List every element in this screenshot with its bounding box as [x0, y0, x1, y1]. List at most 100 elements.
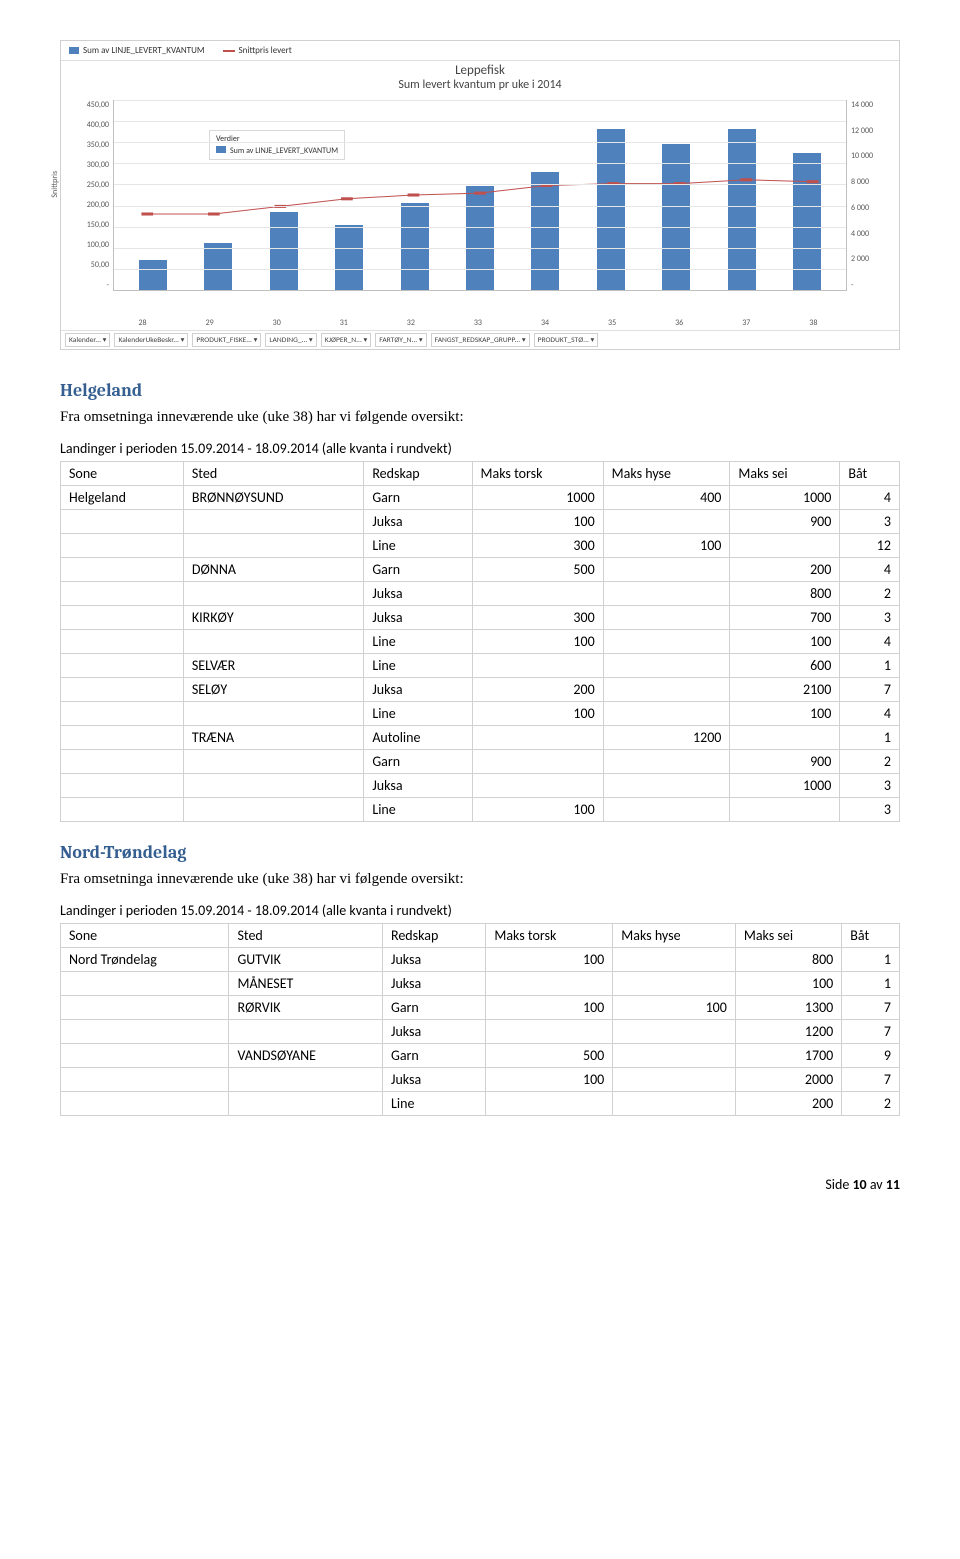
table-cell	[61, 1068, 229, 1092]
table-cell: 300	[472, 606, 603, 630]
table-row: KIRKØYJuksa3007003	[61, 606, 900, 630]
table-cell	[183, 798, 363, 822]
table-header: Maks sei	[730, 462, 840, 486]
table-cell: 3	[840, 774, 900, 798]
table-cell: Juksa	[364, 582, 472, 606]
table-cell: 100	[486, 948, 613, 972]
table-header: Båt	[842, 924, 900, 948]
table-cell: Garn	[364, 486, 472, 510]
table-cell: 100	[472, 702, 603, 726]
table-cell: 3	[840, 510, 900, 534]
table-cell	[61, 630, 184, 654]
table-cell	[229, 1068, 383, 1092]
table-row: Juksa10003	[61, 774, 900, 798]
table-header: Redskap	[364, 462, 472, 486]
table-cell: 9	[842, 1044, 900, 1068]
table-cell: 100	[735, 972, 841, 996]
table-header: Maks hyse	[613, 924, 736, 948]
table-nordtrondelag: SoneStedRedskapMaks torskMaks hyseMaks s…	[60, 923, 900, 1116]
chart-filter-row: Kalender... ▾ KalenderUkeBeskr... ▾ PRODUK…	[61, 330, 899, 349]
table-cell: Line	[364, 534, 472, 558]
x-tick: 31	[340, 318, 348, 328]
table-cell: Garn	[364, 750, 472, 774]
table-cell	[61, 582, 184, 606]
table-cell	[61, 702, 184, 726]
table-cell	[486, 1092, 613, 1116]
table-cell	[613, 948, 736, 972]
table-row: Garn9002	[61, 750, 900, 774]
table-cell: 12	[840, 534, 900, 558]
table-cell: 1200	[603, 726, 730, 750]
section-intro-helgeland: Fra omsetninga inneværende uke (uke 38) …	[60, 409, 900, 426]
x-tick: 37	[742, 318, 750, 328]
table-row: SELØYJuksa20021007	[61, 678, 900, 702]
chart-filter-dropdown[interactable]: KalenderUkeBeskr... ▾	[114, 333, 188, 347]
chart-filter-dropdown[interactable]: PRODUKT_STØ... ▾	[534, 333, 599, 347]
table-header: Sted	[183, 462, 363, 486]
table-cell: 900	[730, 750, 840, 774]
table-cell	[603, 606, 730, 630]
y-right-tick: 10 000	[851, 151, 873, 161]
chart-title: Leppefisk	[61, 61, 899, 78]
table-cell	[61, 972, 229, 996]
table-caption-helgeland: Landinger i perioden 15.09.2014 - 18.09.…	[60, 440, 900, 457]
y-left-tick: 450,00	[87, 100, 109, 110]
table-cell: SELØY	[183, 678, 363, 702]
table-row: Line1001004	[61, 630, 900, 654]
table-header: Maks torsk	[486, 924, 613, 948]
chart-bar	[401, 203, 429, 290]
chart-filter-dropdown[interactable]: Kalender... ▾	[65, 333, 110, 347]
x-tick: 33	[474, 318, 482, 328]
table-cell: 1200	[735, 1020, 841, 1044]
table-helgeland: SoneStedRedskapMaks torskMaks hyseMaks s…	[60, 461, 900, 822]
table-cell: 1000	[472, 486, 603, 510]
chart-bar	[531, 172, 559, 290]
table-cell: 1000	[730, 486, 840, 510]
chart-filter-dropdown[interactable]: FARTØY_N... ▾	[375, 333, 426, 347]
chart-bar	[139, 260, 167, 290]
chart-bar	[204, 243, 232, 291]
table-cell	[61, 606, 184, 630]
table-cell	[183, 630, 363, 654]
y-left-axis-label: Snittpris	[50, 171, 60, 198]
table-cell: Garn	[382, 1044, 485, 1068]
table-cell	[603, 678, 730, 702]
chart-filter-dropdown[interactable]: PRODUKT_FISKE... ▾	[192, 333, 261, 347]
table-row: SELVÆRLine6001	[61, 654, 900, 678]
table-cell: Juksa	[364, 774, 472, 798]
table-cell: 4	[840, 486, 900, 510]
chart-filter-dropdown[interactable]: FANGST_REDSKAP_GRUPP... ▾	[431, 333, 530, 347]
table-header: Maks torsk	[472, 462, 603, 486]
table-row: TRÆNAAutoline12001	[61, 726, 900, 750]
table-cell	[613, 1068, 736, 1092]
x-tick: 30	[273, 318, 281, 328]
chart-bar	[335, 225, 363, 290]
table-cell	[61, 534, 184, 558]
table-row: MÅNESETJuksa1001	[61, 972, 900, 996]
table-row: Line1003	[61, 798, 900, 822]
table-caption-nordtrondelag: Landinger i perioden 15.09.2014 - 18.09.…	[60, 902, 900, 919]
chart-filter-dropdown[interactable]: LANDING_... ▾	[265, 333, 316, 347]
table-cell	[183, 582, 363, 606]
y-left-tick: 200,00	[87, 200, 109, 210]
table-cell	[730, 798, 840, 822]
table-cell: TRÆNA	[183, 726, 363, 750]
table-cell	[730, 726, 840, 750]
table-row: RØRVIKGarn10010013007	[61, 996, 900, 1020]
table-row: HelgelandBRØNNØYSUNDGarn100040010004	[61, 486, 900, 510]
table-header: Redskap	[382, 924, 485, 948]
table-cell: 3	[840, 606, 900, 630]
table-cell	[61, 558, 184, 582]
table-cell: 500	[472, 558, 603, 582]
table-cell: 100	[472, 798, 603, 822]
table-row: Juksa12007	[61, 1020, 900, 1044]
table-cell: 2	[840, 582, 900, 606]
table-cell: 1700	[735, 1044, 841, 1068]
y-right-axis: 14 00012 00010 0008 0006 0004 0002 000-	[851, 96, 891, 290]
table-header: Sted	[229, 924, 383, 948]
table-cell	[61, 1044, 229, 1068]
chart-filter-dropdown[interactable]: KJØPER_N... ▾	[321, 333, 372, 347]
table-cell: 1	[842, 948, 900, 972]
table-cell: 600	[730, 654, 840, 678]
table-header: Maks sei	[735, 924, 841, 948]
